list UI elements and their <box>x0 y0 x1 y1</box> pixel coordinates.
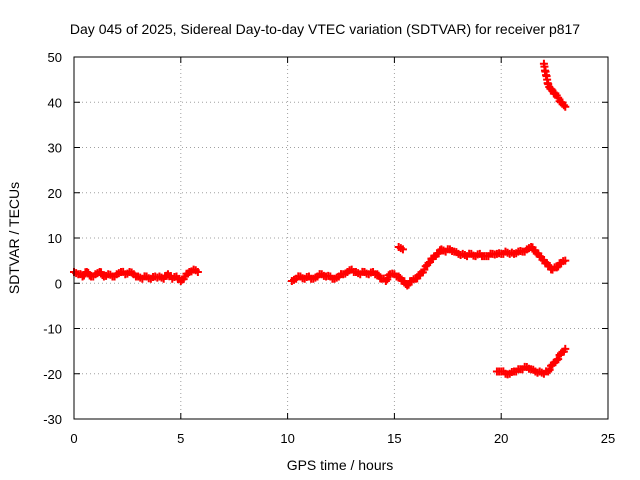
data-point-fill <box>545 365 554 374</box>
x-tick-label: 5 <box>177 431 184 446</box>
x-tick-label: 0 <box>70 431 77 446</box>
x-axis-label: GPS time / hours <box>287 457 394 473</box>
y-tick-label: 0 <box>55 276 62 291</box>
data-point <box>381 276 390 285</box>
series-upper-branch <box>539 59 570 111</box>
data-point <box>193 267 202 276</box>
y-tick-label: 10 <box>48 231 62 246</box>
data-point-fill <box>554 355 563 364</box>
data-point <box>552 356 561 365</box>
series-main-trace <box>70 243 570 290</box>
x-axis-ticks: 0 5 10 15 20 25 <box>70 57 615 446</box>
x-tick-label: 25 <box>601 431 615 446</box>
x-tick-label: 10 <box>280 431 294 446</box>
y-tick-label: -30 <box>43 412 62 427</box>
y-tick-label: -20 <box>43 367 62 382</box>
data-point <box>373 270 382 279</box>
chart-title: Day 045 of 2025, Sidereal Day-to-day VTE… <box>70 21 580 37</box>
data-points <box>70 59 570 379</box>
y-tick-label: -10 <box>43 322 62 337</box>
grid <box>74 57 608 419</box>
x-tick-label: 20 <box>494 431 508 446</box>
y-tick-label: 50 <box>48 50 62 65</box>
data-point-fill <box>383 275 392 284</box>
series-isolated-points <box>394 243 407 254</box>
data-point <box>544 261 553 270</box>
series-lower-branch <box>492 344 570 379</box>
y-tick-label: 20 <box>48 186 62 201</box>
data-point-fill <box>559 101 568 110</box>
y-tick-label: 40 <box>48 95 62 110</box>
data-point <box>561 344 570 353</box>
data-point <box>561 256 570 265</box>
x-tick-label: 15 <box>387 431 401 446</box>
data-point <box>398 245 407 254</box>
y-axis-label: SDTVAR / TECUs <box>6 182 22 294</box>
y-axis-ticks: 50 40 30 20 10 0 -10 -20 -30 <box>43 50 608 427</box>
y-tick-label: 30 <box>48 141 62 156</box>
data-point <box>544 367 553 376</box>
data-point <box>394 272 403 281</box>
data-point <box>561 102 570 111</box>
